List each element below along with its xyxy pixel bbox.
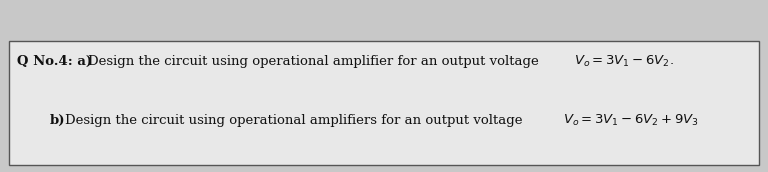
Text: $V_o = 3V_1 - 6V_2 + 9V_3$: $V_o = 3V_1 - 6V_2 + 9V_3$ [563,113,699,128]
Text: b): b) [50,114,65,127]
Text: $V_o = 3V_1 - 6V_2.$: $V_o = 3V_1 - 6V_2.$ [574,53,674,69]
Text: Q No.4: a): Q No.4: a) [17,55,92,68]
Text: Design the circuit using operational amplifier for an output voltage: Design the circuit using operational amp… [88,55,543,68]
Text: Design the circuit using operational amplifiers for an output voltage: Design the circuit using operational amp… [65,114,527,127]
